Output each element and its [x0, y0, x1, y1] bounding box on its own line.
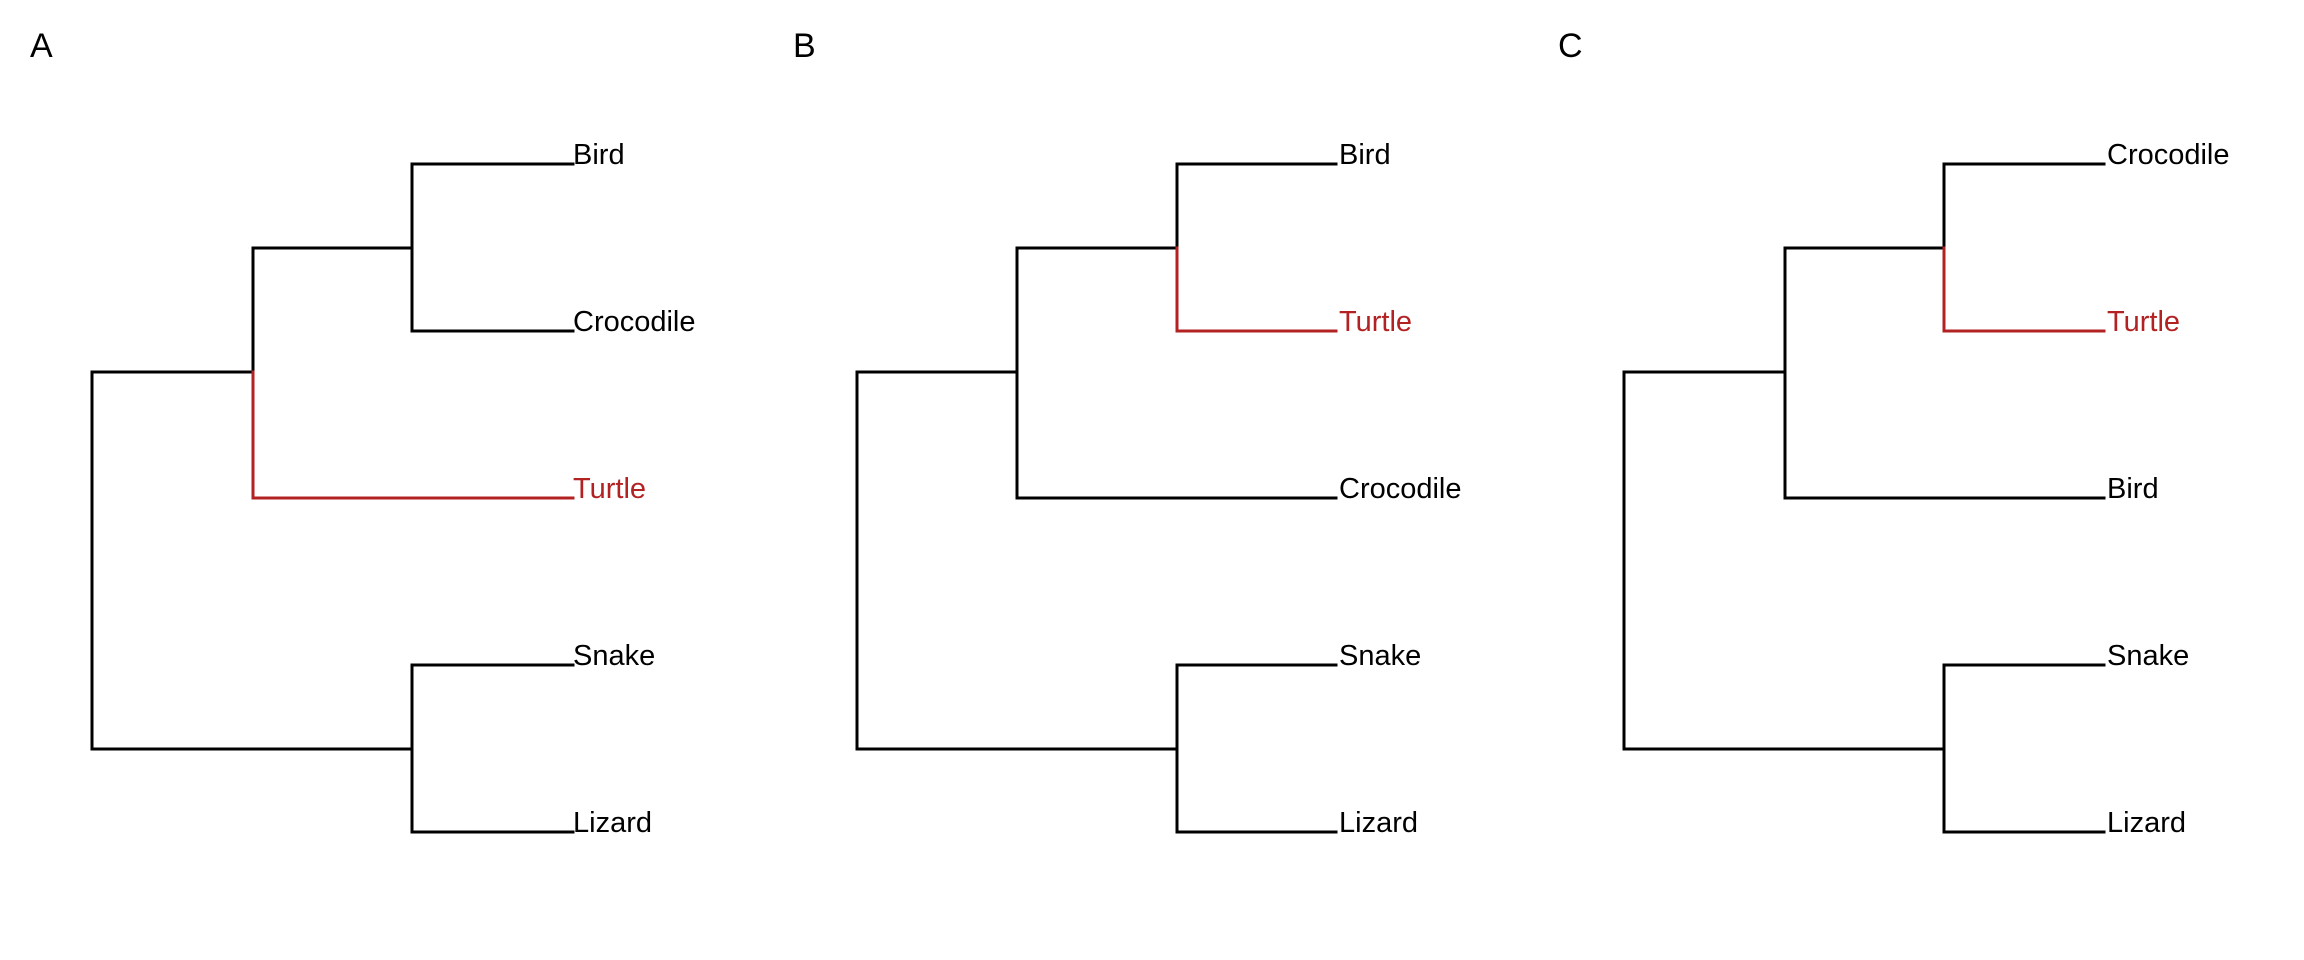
- tip-label: Snake: [1339, 640, 1421, 672]
- tip-label: Bird: [1339, 139, 1391, 171]
- tip-label: Turtle: [2107, 306, 2180, 338]
- tree-c-tips: Crocodile Turtle Bird Snake Lizard: [2107, 139, 2230, 839]
- tip-label: Snake: [573, 640, 655, 672]
- panel-label-b: B: [793, 27, 816, 65]
- tip-label: Crocodile: [2107, 139, 2230, 171]
- tip-label: Bird: [2107, 473, 2159, 505]
- panel-b: B Bird Turtle Crocodile Snake Lizard: [793, 27, 1462, 839]
- tree-a-branches: [90, 162, 575, 834]
- tip-label: Bird: [573, 139, 625, 171]
- tip-label: Lizard: [573, 807, 652, 839]
- tip-label: Turtle: [573, 473, 646, 505]
- panel-a: A Bird Crocodile Turtle Snake Lizard: [30, 27, 696, 839]
- panel-label-a: A: [30, 27, 53, 65]
- tip-label: Lizard: [2107, 807, 2186, 839]
- tip-label: Crocodile: [573, 306, 696, 338]
- panel-c: C Crocodile Turtle Bird Snake Lizard: [1558, 27, 2230, 839]
- tree-b-tips: Bird Turtle Crocodile Snake Lizard: [1339, 139, 1462, 839]
- tip-label: Snake: [2107, 640, 2189, 672]
- panel-label-c: C: [1558, 27, 1583, 65]
- tree-a-tips: Bird Crocodile Turtle Snake Lizard: [573, 139, 696, 839]
- tip-label: Crocodile: [1339, 473, 1462, 505]
- tree-c-branches: [1622, 162, 2106, 834]
- tip-label: Lizard: [1339, 807, 1418, 839]
- tree-b-branches: [855, 162, 1338, 834]
- tip-label: Turtle: [1339, 306, 1412, 338]
